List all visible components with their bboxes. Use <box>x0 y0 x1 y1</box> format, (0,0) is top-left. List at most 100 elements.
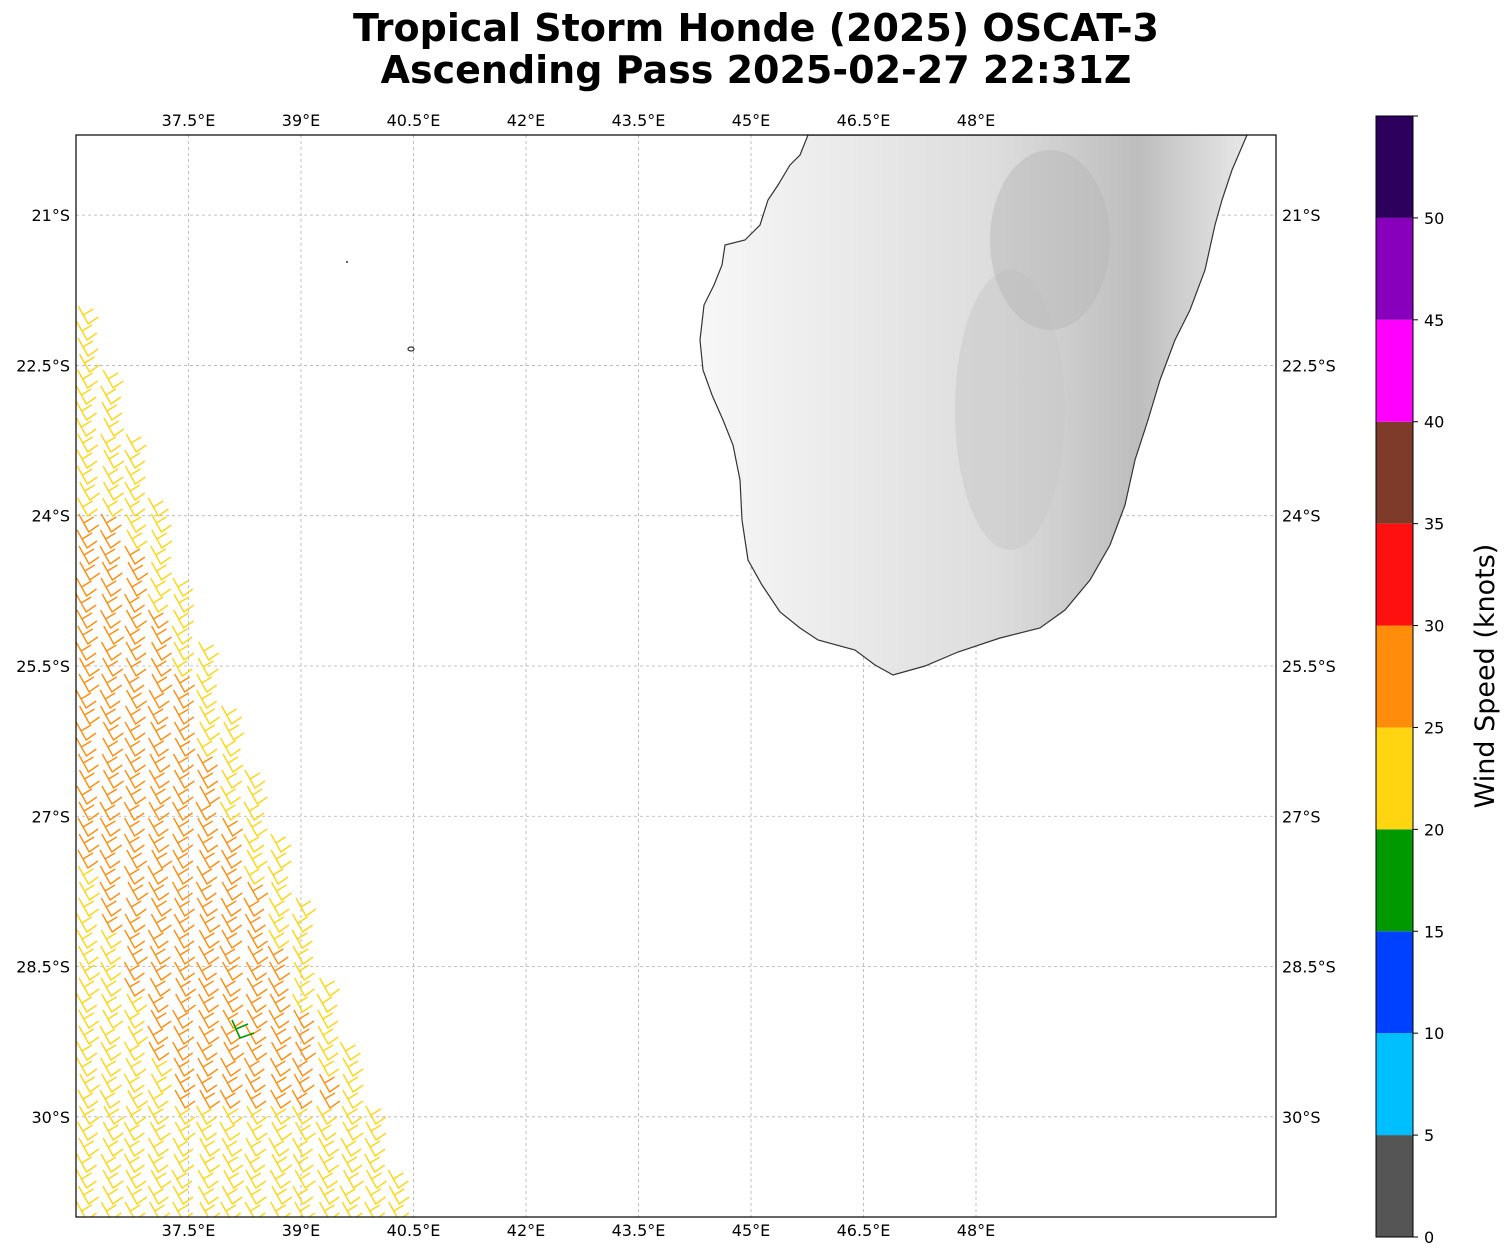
wind-barb <box>317 1041 339 1062</box>
wind-barb <box>223 1234 243 1252</box>
wind-barb <box>125 657 147 678</box>
wind-barb <box>78 1137 100 1158</box>
wind-barb <box>77 945 99 966</box>
small-island <box>407 346 415 352</box>
wind-barb <box>79 1073 101 1094</box>
wind-barb <box>344 1234 364 1252</box>
wind-barb <box>339 1185 361 1206</box>
lon-tick-label-bottom: 45°E <box>732 1221 770 1240</box>
wind-barb <box>173 913 195 934</box>
wind-barb <box>220 897 242 918</box>
wind-barb <box>291 1057 313 1078</box>
wind-barb <box>221 881 243 902</box>
wind-barb <box>364 1234 384 1252</box>
wind-barb <box>147 593 169 614</box>
wind-barb <box>198 929 220 950</box>
wind-barb <box>172 785 194 806</box>
wind-barb <box>315 1121 337 1142</box>
wind-barb <box>174 961 196 982</box>
wind-barb <box>365 1218 385 1236</box>
wind-barb <box>79 961 101 982</box>
wind-barb <box>77 865 99 886</box>
wind-barb <box>270 1089 292 1110</box>
wind-barb <box>149 977 171 998</box>
wind-barb <box>99 849 121 870</box>
wind-barb <box>123 1153 145 1174</box>
wind-barb <box>77 817 99 838</box>
colorbar-tick-label: 45 <box>1424 311 1444 330</box>
wind-barb <box>199 913 221 934</box>
colorbar-tick-label: 10 <box>1424 1024 1444 1043</box>
wind-barb <box>247 881 269 902</box>
lat-tick-label-right: 27°S <box>1282 807 1321 826</box>
wind-barb <box>318 1185 340 1206</box>
map-title-line-1: Tropical Storm Honde (2025) OSCAT-3 <box>353 6 1159 50</box>
wind-barb <box>76 721 97 742</box>
wind-barb <box>125 609 147 630</box>
wind-barb <box>222 1153 244 1174</box>
wind-barb <box>340 1137 362 1158</box>
colorbar-segment <box>1376 421 1413 524</box>
wind-barb <box>173 641 195 662</box>
wind-barb <box>195 1121 218 1142</box>
wind-barb <box>199 785 221 806</box>
wind-barb <box>245 1137 267 1158</box>
wind-barb <box>269 1169 291 1190</box>
wind-barb <box>77 849 99 870</box>
wind-barb <box>341 1201 363 1217</box>
lon-tick-label-top: 45°E <box>732 111 770 130</box>
wind-barb <box>173 817 195 838</box>
wind-barb <box>174 737 196 758</box>
lon-tick-label-bottom: 37.5°E <box>162 1221 216 1240</box>
wind-barb <box>151 673 173 694</box>
wind-barb <box>150 897 172 918</box>
wind-barb <box>172 833 194 854</box>
wind-barb <box>268 897 290 918</box>
wind-barb <box>100 1041 122 1062</box>
wind-barb <box>124 625 146 646</box>
wind-barb <box>173 705 195 726</box>
wind-barb <box>223 721 245 742</box>
wind-barb <box>267 865 289 886</box>
wind-barb <box>101 401 123 422</box>
wind-barb <box>123 1121 145 1142</box>
wind-barb <box>173 769 195 790</box>
wind-barb <box>197 769 219 790</box>
wind-barb <box>100 577 122 598</box>
wind-barb <box>101 785 123 806</box>
wind-barb <box>172 1201 194 1217</box>
wind-barb <box>198 1025 220 1046</box>
wind-barb <box>101 913 123 934</box>
wind-barb <box>292 1137 314 1158</box>
wind-barb <box>78 545 100 566</box>
wind-barb <box>244 1234 264 1252</box>
wind-barb <box>196 961 218 982</box>
wind-barb <box>76 1169 97 1190</box>
wind-barb <box>245 1185 267 1206</box>
wind-barb <box>342 1089 364 1110</box>
wind-barb <box>101 673 123 694</box>
colorbar-tick-label: 40 <box>1424 413 1444 432</box>
colorbar-segment <box>1376 217 1413 320</box>
wind-barb <box>103 625 125 646</box>
wind-barb <box>76 497 99 518</box>
lon-tick-label-top: 40.5°E <box>387 111 441 130</box>
wind-barb <box>199 1089 221 1110</box>
wind-barb <box>196 1041 218 1062</box>
wind-barb <box>171 625 193 646</box>
longitude-tick-labels-bottom: 37.5°E 39°E 40.5°E 42°E 43.5°E 45°E 46.5°E 48°E <box>162 1221 996 1240</box>
wind-barb <box>243 833 265 854</box>
wind-barb <box>124 977 146 998</box>
wind-barb <box>76 689 97 710</box>
wind-barb <box>220 833 242 854</box>
wind-barb <box>102 721 124 742</box>
wind-barb <box>221 1073 243 1094</box>
wind-barb <box>127 1234 147 1252</box>
wind-barb <box>291 929 313 950</box>
wind-barb <box>76 529 98 550</box>
wind-barb <box>291 1089 313 1110</box>
wind-barb <box>198 1009 220 1030</box>
wind-barb <box>173 721 195 742</box>
wind-barb <box>76 785 98 806</box>
wind-barb <box>76 1153 97 1174</box>
